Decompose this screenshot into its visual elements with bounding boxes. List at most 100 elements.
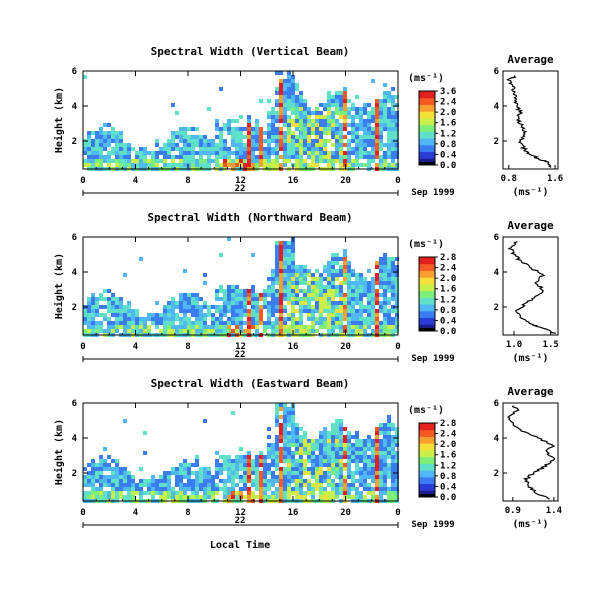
heatmap-cell (267, 451, 271, 455)
heatmap-cell (283, 257, 287, 261)
heatmap-cell (175, 131, 179, 135)
colorbar-tick-label: 0.8 (440, 140, 456, 150)
heatmap-cell (363, 103, 367, 107)
x-tick-label: 0 (395, 508, 400, 518)
heatmap-cell (323, 159, 327, 163)
heatmap-cell (215, 317, 219, 321)
heatmap-cell (195, 305, 199, 309)
heatmap-cell (227, 155, 231, 159)
heatmap-cell (287, 435, 291, 439)
heatmap-cell (203, 317, 207, 321)
heatmap-cell (339, 163, 343, 167)
heatmap-cell (371, 455, 375, 459)
heatmap-cell (303, 325, 307, 329)
heatmap-cell (359, 471, 363, 475)
heatmap-cell (263, 321, 267, 325)
heatmap-cell (227, 491, 231, 495)
heatmap-cell (255, 313, 259, 317)
heatmap-cell (283, 83, 287, 87)
heatmap-cell (115, 147, 119, 151)
heatmap-cell (119, 467, 123, 471)
heatmap-cell (383, 277, 387, 281)
heatmap-cell (163, 479, 167, 483)
heatmap-cell (359, 309, 363, 313)
heatmap-cell (255, 163, 259, 167)
heatmap-cell (227, 301, 231, 305)
heatmap-cell (383, 91, 387, 95)
heatmap-cell (379, 491, 383, 495)
heatmap-cell (95, 491, 99, 495)
heatmap-cell (291, 107, 295, 111)
heatmap-cell (355, 455, 359, 459)
heatmap-cell (139, 155, 143, 159)
heatmap-cell (95, 309, 99, 313)
heatmap-cell (287, 281, 291, 285)
heatmap-cell (231, 321, 235, 325)
heatmap-cell (275, 411, 279, 415)
heatmap-cell (183, 163, 187, 167)
heatmap-cell (351, 131, 355, 135)
avg-title: Average (507, 219, 554, 232)
heatmap-cell (279, 321, 283, 325)
heatmap-cell (243, 471, 247, 475)
heatmap-cell (295, 99, 299, 103)
heatmap-cell (307, 269, 311, 273)
heatmap-cell (267, 479, 271, 483)
heatmap-cell (299, 115, 303, 119)
heatmap-cell (179, 131, 183, 135)
heatmap-cell (351, 147, 355, 151)
heatmap-cell (319, 431, 323, 435)
heatmap-cell (355, 431, 359, 435)
heatmap-cell (251, 127, 255, 131)
heatmap-cell (187, 329, 191, 333)
heatmap-cell (167, 475, 171, 479)
heatmap-cell (339, 111, 343, 115)
heatmap-cell (351, 107, 355, 111)
heatmap-cell (371, 309, 375, 313)
heatmap-cell (331, 119, 335, 123)
heatmap-cell (287, 293, 291, 297)
heatmap-cell (359, 451, 363, 455)
heatmap-cell (331, 265, 335, 269)
heatmap-cell (283, 253, 287, 257)
heatmap-cell (159, 313, 163, 317)
heatmap-cell (351, 289, 355, 293)
heatmap-cell (207, 467, 211, 471)
heatmap-cell (371, 451, 375, 455)
heatmap-cell (323, 139, 327, 143)
heatmap-cell (367, 297, 371, 301)
heatmap-cell (115, 317, 119, 321)
heatmap-cell (163, 305, 167, 309)
heatmap-cell (155, 487, 159, 491)
heatmap-cell (307, 451, 311, 455)
heatmap-cell (387, 163, 391, 167)
heatmap-cell (291, 143, 295, 147)
heatmap-cell (139, 495, 143, 499)
heatmap-cell (251, 325, 255, 329)
heatmap-cell (227, 329, 231, 333)
x-tick-label: 20 (340, 508, 351, 518)
heatmap-cell (367, 139, 371, 143)
heatmap-cell (139, 159, 143, 163)
colorbar-tick-label: 2.4 (440, 264, 457, 274)
heatmap-cell (203, 313, 207, 317)
heatmap-cell (223, 479, 227, 483)
heatmap-cell (219, 147, 223, 151)
heatmap-cell (279, 71, 283, 75)
heatmap-cell (391, 423, 395, 427)
heatmap-cell (331, 293, 335, 297)
heatmap-cell (115, 475, 119, 479)
heatmap-cell (379, 293, 383, 297)
heatmap-cell (367, 483, 371, 487)
heatmap-cell (303, 277, 307, 281)
heatmap-cell (335, 253, 339, 257)
heatmap-cell (279, 407, 283, 411)
heatmap-cell (335, 147, 339, 151)
heatmap-cell (379, 467, 383, 471)
heatmap-cell (307, 127, 311, 131)
heatmap-cell (347, 459, 351, 463)
heatmap-cell (395, 289, 399, 293)
heatmap-cell (311, 119, 315, 123)
heatmap-cell (219, 463, 223, 467)
heatmap-cell (195, 159, 199, 163)
